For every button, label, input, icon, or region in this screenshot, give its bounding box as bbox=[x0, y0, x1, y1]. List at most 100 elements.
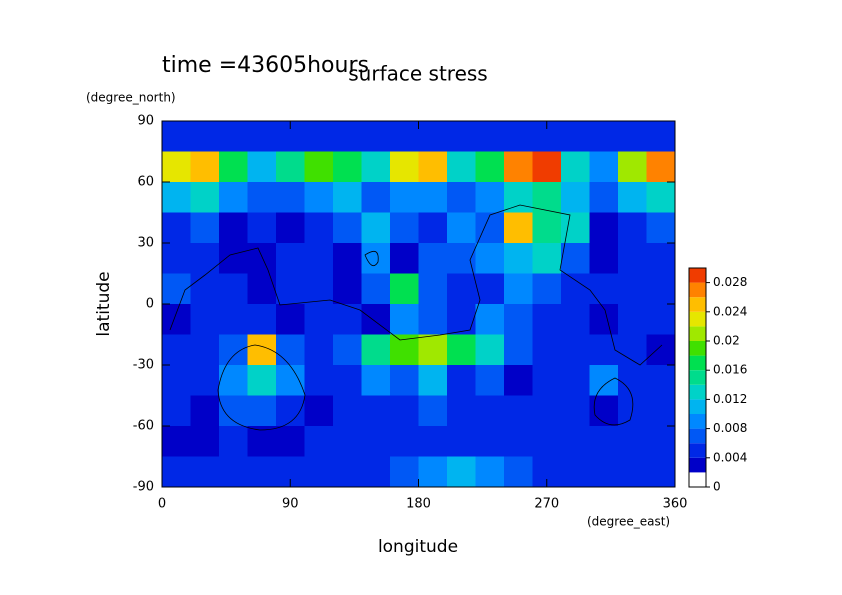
cell bbox=[589, 273, 619, 305]
cell bbox=[333, 182, 362, 213]
y-tick-label: 30 bbox=[137, 236, 154, 251]
cell bbox=[447, 182, 476, 213]
cell bbox=[247, 365, 277, 396]
cell bbox=[390, 243, 419, 274]
cell bbox=[276, 334, 305, 366]
cell bbox=[532, 334, 562, 366]
cell bbox=[447, 273, 476, 305]
cell bbox=[561, 151, 590, 183]
cell bbox=[219, 182, 248, 213]
cell bbox=[447, 426, 476, 457]
cell bbox=[361, 395, 391, 427]
cell bbox=[390, 456, 419, 488]
cell bbox=[418, 365, 448, 396]
cell bbox=[219, 456, 248, 488]
cell bbox=[646, 243, 676, 274]
cell bbox=[276, 212, 305, 244]
colorbar-band bbox=[689, 268, 706, 283]
colorbar-tick-label: 0 bbox=[713, 480, 721, 494]
cell bbox=[532, 365, 562, 396]
colorbar-band bbox=[689, 341, 706, 356]
colorbar-frame bbox=[688, 267, 707, 488]
cell bbox=[561, 273, 590, 305]
cell bbox=[247, 182, 277, 213]
cell bbox=[361, 365, 391, 396]
cell bbox=[361, 182, 391, 213]
cell bbox=[561, 243, 590, 274]
cell bbox=[504, 304, 533, 335]
cell bbox=[162, 365, 191, 396]
cell bbox=[219, 304, 248, 335]
cell bbox=[418, 212, 448, 244]
cell bbox=[276, 426, 305, 457]
cell bbox=[304, 365, 334, 396]
cell bbox=[589, 151, 619, 183]
cell bbox=[333, 151, 362, 183]
cell bbox=[447, 395, 476, 427]
cell bbox=[646, 334, 676, 366]
cell bbox=[333, 456, 362, 488]
cell bbox=[532, 243, 562, 274]
colorbar-tick-label: 0.016 bbox=[713, 363, 747, 377]
cell bbox=[532, 151, 562, 183]
cell bbox=[532, 273, 562, 305]
cell bbox=[504, 151, 533, 183]
colorbar-band bbox=[689, 472, 706, 487]
cell bbox=[447, 304, 476, 335]
cell bbox=[190, 365, 220, 396]
cell bbox=[304, 151, 334, 183]
cell bbox=[276, 243, 305, 274]
colorbar-band bbox=[689, 297, 706, 312]
cell bbox=[475, 212, 505, 244]
colorbar-band bbox=[689, 457, 706, 473]
cell bbox=[190, 243, 220, 274]
cell bbox=[418, 182, 448, 213]
cell bbox=[475, 273, 505, 305]
cell bbox=[561, 456, 590, 488]
cell bbox=[447, 151, 476, 183]
cell bbox=[646, 212, 676, 244]
cell bbox=[475, 121, 505, 152]
cell bbox=[390, 121, 419, 152]
cell bbox=[361, 243, 391, 274]
cell bbox=[561, 365, 590, 396]
cell bbox=[304, 182, 334, 213]
cell bbox=[390, 182, 419, 213]
cell bbox=[190, 395, 220, 427]
cell bbox=[646, 273, 676, 305]
cell bbox=[418, 456, 448, 488]
cell bbox=[333, 121, 362, 152]
cell bbox=[532, 395, 562, 427]
x-tick-label: 90 bbox=[282, 497, 299, 512]
cell bbox=[190, 151, 220, 183]
cell bbox=[190, 121, 220, 152]
cell bbox=[561, 121, 590, 152]
cell bbox=[447, 121, 476, 152]
cell bbox=[504, 456, 533, 488]
cell bbox=[162, 151, 191, 183]
cell bbox=[162, 304, 191, 335]
x-tick-label: 180 bbox=[406, 497, 431, 512]
cell bbox=[190, 273, 220, 305]
cell bbox=[504, 121, 533, 152]
cell bbox=[475, 182, 505, 213]
cell bbox=[504, 365, 533, 396]
cell bbox=[162, 334, 191, 366]
cell bbox=[589, 182, 619, 213]
cell bbox=[361, 121, 391, 152]
cell bbox=[276, 151, 305, 183]
cell bbox=[361, 426, 391, 457]
cell bbox=[162, 426, 191, 457]
cell bbox=[475, 243, 505, 274]
cell bbox=[646, 182, 676, 213]
cell bbox=[361, 151, 391, 183]
cell bbox=[162, 456, 191, 488]
colorbar-band bbox=[689, 311, 706, 327]
cell bbox=[447, 334, 476, 366]
cell bbox=[247, 212, 277, 244]
cell bbox=[618, 365, 647, 396]
cell bbox=[219, 426, 248, 457]
subtitle: time =43605hours bbox=[162, 53, 369, 78]
cell bbox=[646, 365, 676, 396]
